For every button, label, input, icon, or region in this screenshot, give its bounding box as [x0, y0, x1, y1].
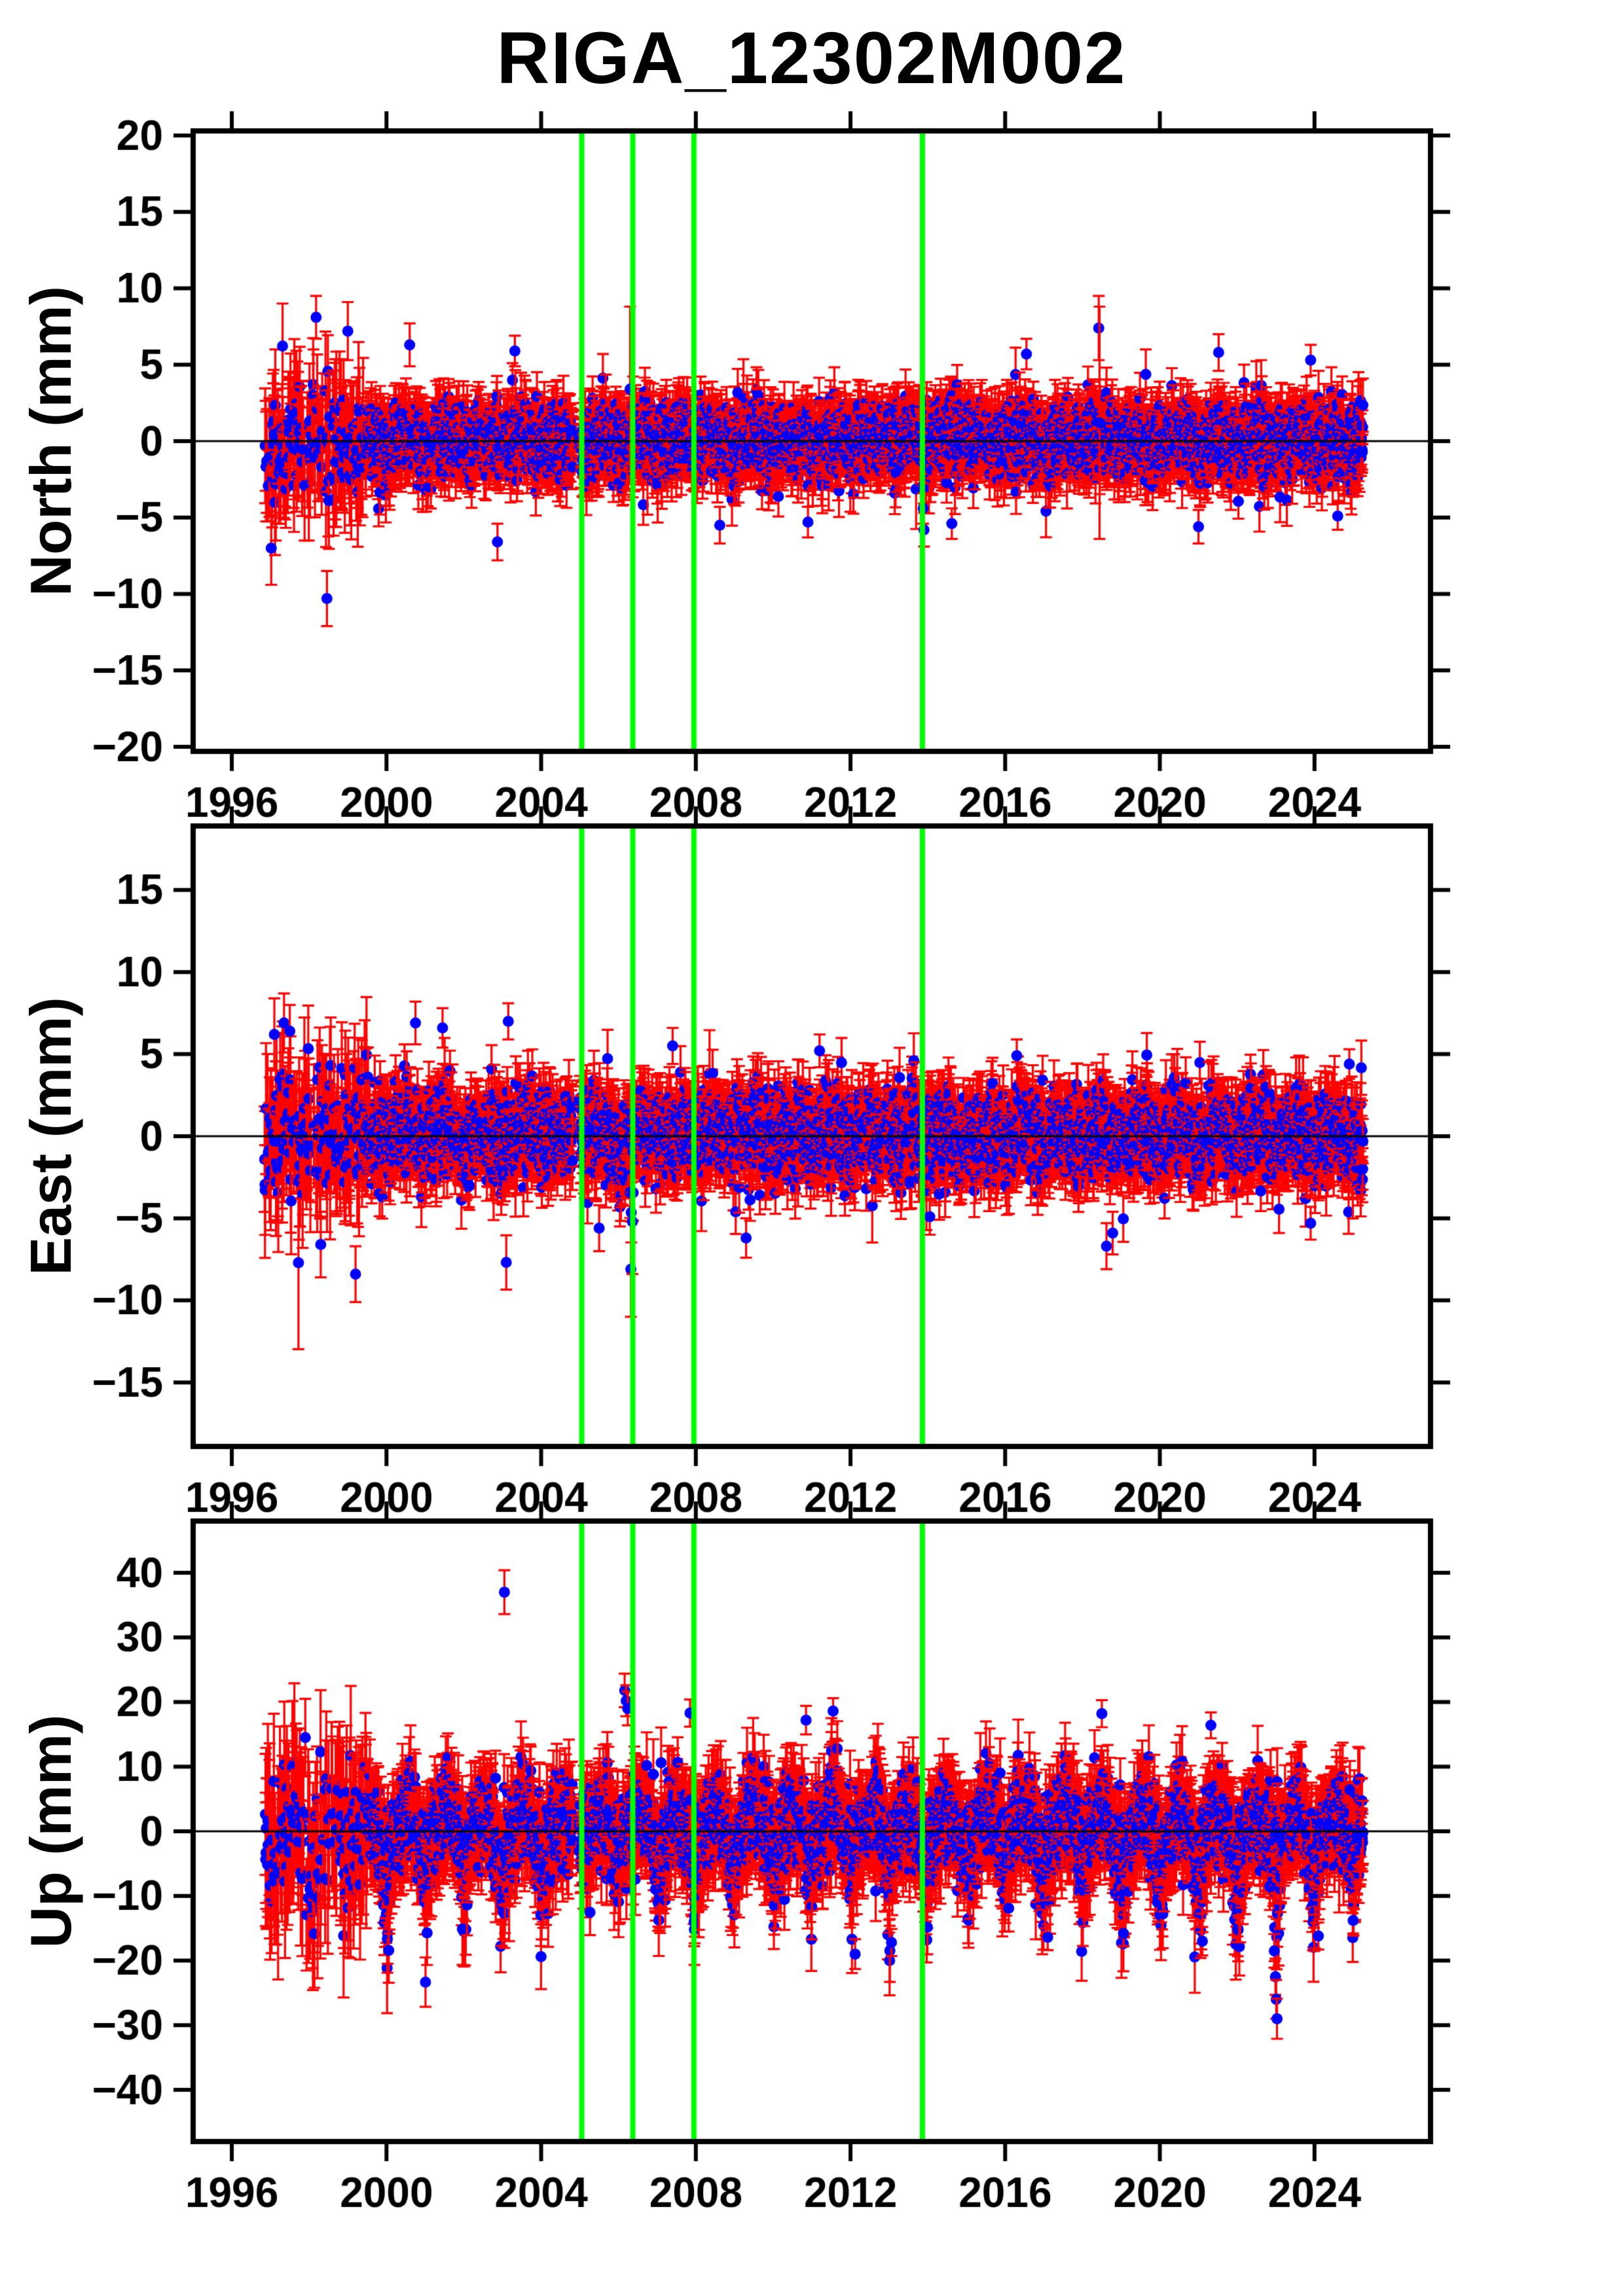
y-axis-label-north: North (mm): [18, 285, 83, 597]
y-axis-label-up: Up (mm): [18, 1714, 83, 1948]
y-axis-label-east: East (mm): [18, 997, 83, 1276]
page-title: RIGA_12302M002: [496, 17, 1127, 99]
